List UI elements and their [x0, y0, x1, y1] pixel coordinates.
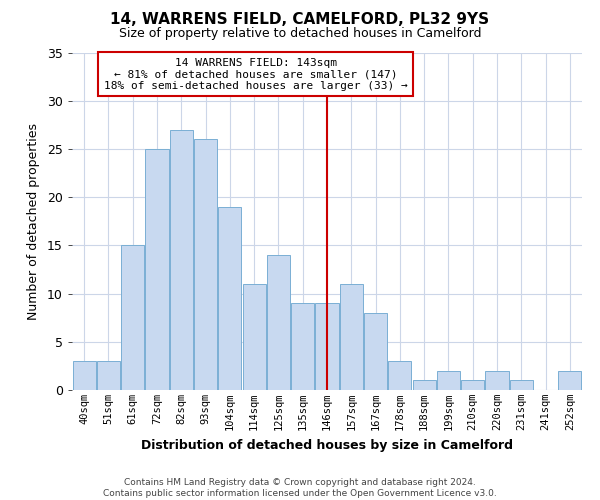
Bar — [388, 361, 412, 390]
Bar — [461, 380, 484, 390]
Text: Size of property relative to detached houses in Camelford: Size of property relative to detached ho… — [119, 28, 481, 40]
Bar — [340, 284, 363, 390]
Bar — [510, 380, 533, 390]
Bar — [267, 255, 290, 390]
Bar — [121, 246, 144, 390]
Bar — [97, 361, 120, 390]
Bar — [194, 140, 217, 390]
Bar — [364, 313, 387, 390]
Bar — [291, 303, 314, 390]
Bar — [242, 284, 266, 390]
X-axis label: Distribution of detached houses by size in Camelford: Distribution of detached houses by size … — [141, 438, 513, 452]
Bar — [316, 303, 338, 390]
Text: 14, WARRENS FIELD, CAMELFORD, PL32 9YS: 14, WARRENS FIELD, CAMELFORD, PL32 9YS — [110, 12, 490, 28]
Y-axis label: Number of detached properties: Number of detached properties — [27, 122, 40, 320]
Bar — [485, 370, 509, 390]
Bar — [145, 149, 169, 390]
Bar — [559, 370, 581, 390]
Bar — [218, 207, 241, 390]
Bar — [73, 361, 95, 390]
Bar — [413, 380, 436, 390]
Text: Contains HM Land Registry data © Crown copyright and database right 2024.
Contai: Contains HM Land Registry data © Crown c… — [103, 478, 497, 498]
Bar — [437, 370, 460, 390]
Bar — [170, 130, 193, 390]
Text: 14 WARRENS FIELD: 143sqm
← 81% of detached houses are smaller (147)
18% of semi-: 14 WARRENS FIELD: 143sqm ← 81% of detach… — [104, 58, 407, 91]
